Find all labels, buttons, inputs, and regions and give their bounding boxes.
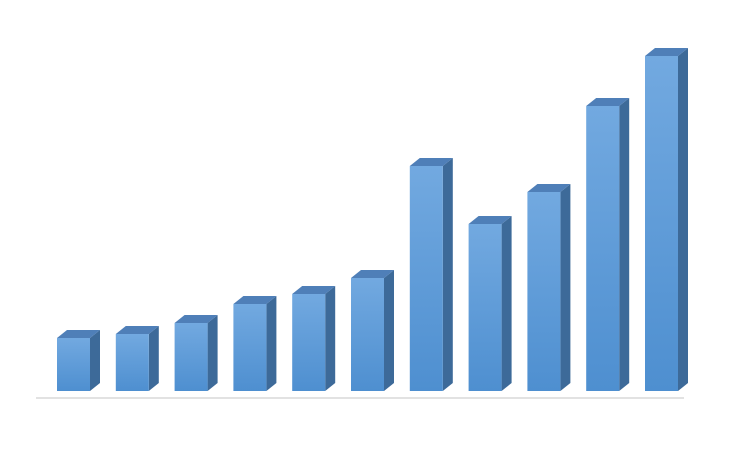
bar-top-face (586, 98, 630, 106)
bar-11 (645, 48, 688, 391)
bar-10 (586, 98, 630, 391)
bar-side-face (619, 98, 630, 391)
bar-top-face (292, 286, 336, 294)
bar-top-face (174, 315, 218, 323)
bar-top-face (409, 158, 453, 166)
bar-top-face (645, 48, 688, 56)
bar-side-face (325, 286, 336, 391)
bar-top-face (115, 326, 159, 334)
bar-7 (409, 158, 453, 391)
bar-top-face (527, 184, 571, 192)
bar-4 (233, 296, 277, 391)
bar-front-face (57, 338, 90, 391)
bar-6 (351, 270, 394, 391)
bar-side-face (384, 270, 394, 391)
bar-front-face (586, 106, 620, 391)
bar-side-face (90, 330, 100, 391)
bar-side-face (442, 158, 453, 391)
bar-3 (174, 315, 218, 391)
bar-front-face (233, 304, 267, 391)
bar-side-face (207, 315, 218, 391)
bar-side-face (266, 296, 277, 391)
bar-front-face (468, 224, 502, 391)
bar-top-face (351, 270, 394, 278)
bar-front-face (527, 192, 561, 391)
bars-group (57, 48, 688, 391)
bar-top-face (468, 216, 512, 224)
bar-front-face (174, 323, 208, 391)
bar-front-face (115, 334, 149, 391)
bar-side-face (501, 216, 512, 391)
bar-top-face (57, 330, 100, 338)
bar-top-face (233, 296, 277, 304)
bar-9 (527, 184, 571, 391)
bar-front-face (409, 166, 443, 391)
bar-1 (57, 330, 100, 391)
bar-8 (468, 216, 512, 391)
bar-front-face (351, 278, 384, 391)
bar-side-face (148, 326, 159, 391)
bar-side-face (560, 184, 571, 391)
bar-5 (292, 286, 336, 391)
bar-side-face (678, 48, 688, 391)
bar-2 (115, 326, 159, 391)
bar-front-face (292, 294, 326, 391)
bar-front-face (645, 56, 678, 391)
